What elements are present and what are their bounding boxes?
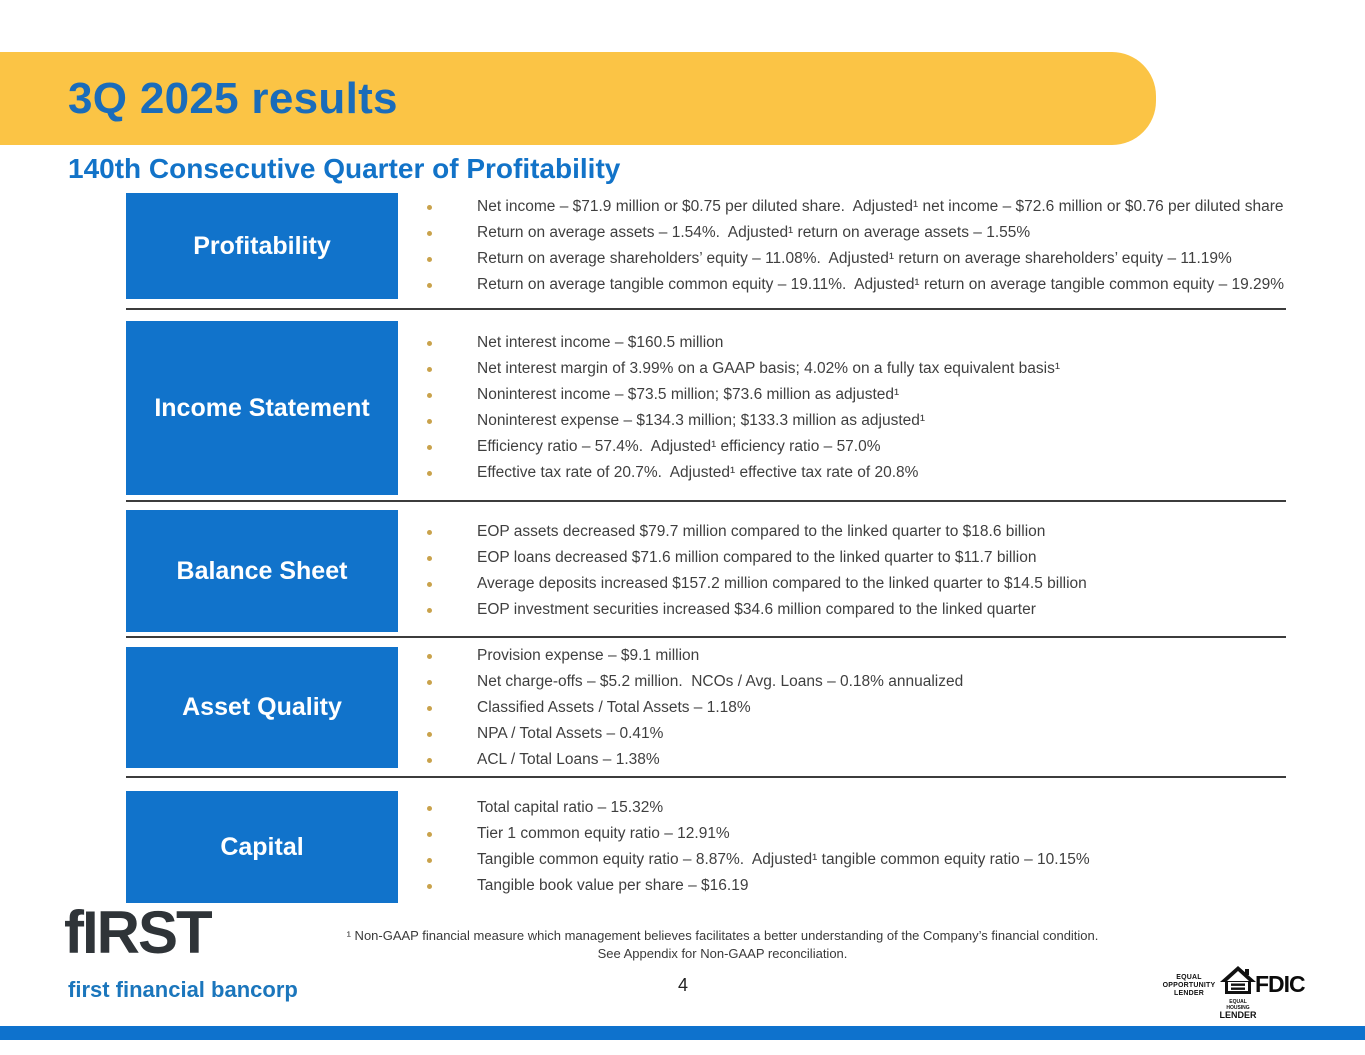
bullet-item: Net charge-offs – $5.2 million. NCOs / A… xyxy=(420,669,1340,695)
bullet-item: Net income – $71.9 million or $0.75 per … xyxy=(420,194,1340,220)
section-divider xyxy=(126,308,1286,310)
bullet-item: Tangible book value per share – $16.19 xyxy=(420,873,1340,899)
bullet-item: EOP investment securities increased $34.… xyxy=(420,597,1340,623)
company-logo-subtext: first financial bancorp xyxy=(68,977,298,1002)
eo-line: EQUAL xyxy=(1176,974,1202,981)
fdic-logo: FDIC xyxy=(1255,971,1306,997)
bullet-item: EOP loans decreased $71.6 million compar… xyxy=(420,545,1340,571)
bullet-item: ACL / Total Loans – 1.38% xyxy=(420,747,1340,773)
footnote: ¹ Non-GAAP financial measure which manag… xyxy=(330,927,1115,963)
section-bullets: EOP assets decreased $79.7 million compa… xyxy=(420,510,1340,632)
bullet-item: Noninterest income – $73.5 million; $73.… xyxy=(420,382,1340,408)
bullet-item: Tangible common equity ratio – 8.87%. Ad… xyxy=(420,847,1340,873)
section-row: Profitability Net income – $71.9 million… xyxy=(0,193,1365,299)
bullet-item: Classified Assets / Total Assets – 1.18% xyxy=(420,695,1340,721)
footnote-line-1: ¹ Non-GAAP financial measure which manag… xyxy=(346,928,1099,943)
footnote-line-2: See Appendix for Non-GAAP reconciliation… xyxy=(597,946,848,961)
section-label-box: Capital xyxy=(126,791,398,903)
section-label: Balance Sheet xyxy=(176,556,348,585)
bullet-item: Net interest income – $160.5 million xyxy=(420,330,1340,356)
section-row: Capital Total capital ratio – 15.32% Tier… xyxy=(0,791,1365,903)
bullet-item: Efficiency ratio – 57.4%. Adjusted¹ effi… xyxy=(420,434,1340,460)
section-bullets: Net income – $71.9 million or $0.75 per … xyxy=(420,193,1340,299)
bullet-item: Return on average shareholders’ equity –… xyxy=(420,246,1340,272)
company-logo: fIRST xyxy=(64,899,213,966)
section-row: Balance Sheet EOP assets decreased $79.7… xyxy=(0,510,1365,632)
section-bullets: Total capital ratio – 15.32% Tier 1 commo… xyxy=(420,791,1340,903)
section-label-box: Balance Sheet xyxy=(126,510,398,632)
bullet-item: NPA / Total Assets – 0.41% xyxy=(420,721,1340,747)
section-divider xyxy=(126,776,1286,778)
bullet-item: Average deposits increased $157.2 millio… xyxy=(420,571,1340,597)
section-label-box: Profitability xyxy=(126,193,398,299)
section-row: Income Statement Net interest income – $… xyxy=(0,321,1365,495)
equal-housing-lender-logo: EQUAL HOUSING LENDER xyxy=(1219,966,1257,1020)
equal-housing-lender-text: LENDER xyxy=(1219,1010,1257,1020)
section-row: Asset Quality Provision expense – $9.1 m… xyxy=(0,647,1365,768)
section-divider xyxy=(126,500,1286,502)
slide-title: 3Q 2025 results xyxy=(68,73,398,123)
bullet-item: Total capital ratio – 15.32% xyxy=(420,795,1340,821)
section-label: Profitability xyxy=(193,231,331,260)
bullet-item: EOP assets decreased $79.7 million compa… xyxy=(420,519,1340,545)
bullet-item: Return on average tangible common equity… xyxy=(420,272,1340,298)
bullet-item: Noninterest expense – $134.3 million; $1… xyxy=(420,408,1340,434)
section-label: Asset Quality xyxy=(182,693,342,721)
section-bullets: Net interest income – $160.5 million Net … xyxy=(420,321,1340,495)
section-divider xyxy=(126,636,1286,638)
section-label-box: Asset Quality xyxy=(126,647,398,768)
equal-housing-text: EQUAL HOUSING xyxy=(1226,999,1250,1011)
slide-subtitle: 140th Consecutive Quarter of Profitabili… xyxy=(68,153,621,184)
bullet-item: Net interest margin of 3.99% on a GAAP b… xyxy=(420,356,1340,382)
bullet-item: Tier 1 common equity ratio – 12.91% xyxy=(420,821,1340,847)
equal-opportunity-lender-label: EQUAL OPPORTUNITY LENDER xyxy=(1160,974,1218,998)
eo-line: LENDER xyxy=(1174,990,1204,997)
section-label-box: Income Statement xyxy=(126,321,398,495)
eo-line: OPPORTUNITY xyxy=(1162,982,1216,989)
section-bullets: Provision expense – $9.1 million Net char… xyxy=(420,647,1340,768)
bullet-item: Return on average assets – 1.54%. Adjust… xyxy=(420,220,1340,246)
bullet-item: Provision expense – $9.1 million xyxy=(420,643,1340,669)
equal-housing-house-icon xyxy=(1220,966,1256,994)
section-label: Income Statement xyxy=(154,393,370,422)
bullet-item: Effective tax rate of 20.7%. Adjusted¹ e… xyxy=(420,460,1340,486)
title-banner: 3Q 2025 results xyxy=(0,52,1156,145)
page-number: 4 xyxy=(677,975,688,995)
bottom-accent-bar xyxy=(0,1026,1365,1040)
section-label: Capital xyxy=(220,832,304,861)
